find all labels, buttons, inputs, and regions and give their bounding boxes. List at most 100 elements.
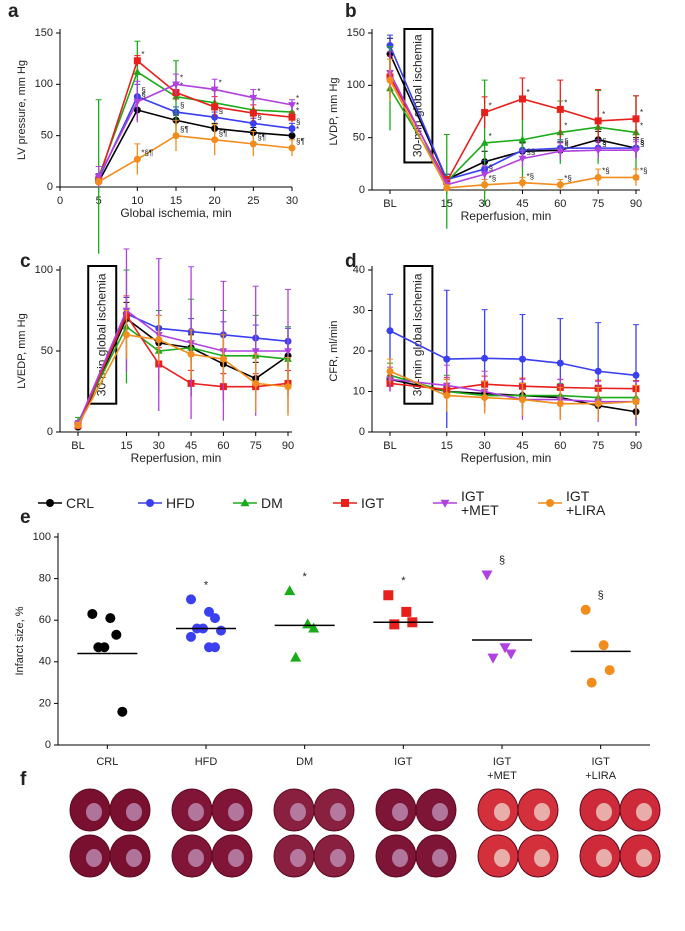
- marker: [172, 132, 180, 140]
- marker: [117, 706, 128, 717]
- heart-slice-infarct: [534, 803, 550, 821]
- marker: [219, 355, 227, 363]
- x-tick-label: 45: [516, 198, 528, 210]
- series-line: [98, 134, 293, 183]
- y-tick-label: 0: [359, 426, 365, 438]
- marker: [122, 331, 130, 339]
- x-tick-label: 45: [185, 440, 197, 452]
- ischemia-label: 30-min global ischemia: [411, 34, 425, 157]
- y-tick-label: 60: [39, 614, 51, 626]
- significance: *: [219, 79, 222, 88]
- marker: [186, 594, 196, 605]
- marker: [598, 640, 609, 651]
- marker: [580, 604, 591, 615]
- marker: [155, 336, 163, 344]
- significance: *: [489, 132, 492, 141]
- marker: [288, 107, 296, 115]
- heart-slice-infarct: [432, 803, 448, 821]
- y-axis-title: Infarct size, %: [14, 606, 26, 675]
- significance: *§: [640, 167, 648, 176]
- marker: [111, 629, 122, 640]
- marker: [204, 606, 214, 617]
- x-tick-label: HFD: [194, 756, 218, 768]
- significance: §: [489, 163, 493, 172]
- significance: §: [640, 139, 644, 148]
- marker: [594, 117, 602, 125]
- marker: [211, 136, 219, 144]
- y-tick-label: 100: [35, 264, 53, 276]
- x-tick-label: BL: [71, 440, 84, 452]
- marker: [518, 179, 526, 187]
- significance: §¶: [180, 125, 189, 134]
- significance: *: [204, 579, 209, 591]
- marker: [133, 155, 141, 163]
- marker: [249, 140, 257, 148]
- marker: [251, 348, 260, 356]
- x-tick-label: BL: [383, 198, 396, 210]
- marker: [556, 181, 564, 189]
- x-tick-label: 30: [153, 440, 165, 452]
- marker: [46, 499, 54, 507]
- heart-slice-infarct: [636, 803, 652, 821]
- marker: [556, 400, 564, 408]
- panel-label: b: [345, 1, 357, 22]
- x-tick-label: 60: [554, 198, 566, 210]
- x-tick-label: 90: [282, 440, 294, 452]
- y-tick-label: 30: [353, 304, 365, 316]
- marker: [288, 102, 296, 110]
- y-tick-label: 40: [39, 656, 51, 668]
- panel-label: e: [20, 507, 31, 528]
- marker: [440, 499, 450, 508]
- significance: *§: [489, 174, 497, 183]
- significance: §: [602, 137, 606, 146]
- significance: §: [564, 140, 568, 149]
- marker: [594, 400, 602, 408]
- marker: [480, 171, 489, 179]
- significance: *: [296, 125, 299, 134]
- heart-slice-infarct: [290, 849, 306, 867]
- marker: [216, 625, 226, 636]
- significance: *§: [564, 174, 572, 183]
- x-tick-label: 25: [247, 195, 259, 207]
- x-tick-label: 30: [478, 440, 490, 452]
- heart-slice-infarct: [494, 803, 510, 821]
- y-tick-label: 150: [347, 27, 365, 39]
- significance: *: [526, 88, 529, 97]
- marker: [210, 613, 220, 624]
- series-line: [97, 109, 293, 183]
- marker: [133, 98, 142, 106]
- heart-slice-infarct: [494, 849, 510, 867]
- marker: [632, 173, 640, 181]
- significance: §§: [526, 148, 535, 157]
- marker: [252, 379, 260, 387]
- x-axis-title: Reperfusion, min: [131, 451, 222, 465]
- marker: [443, 392, 451, 400]
- marker: [288, 124, 296, 132]
- x-tick-label: 75: [592, 198, 604, 210]
- marker: [604, 665, 615, 676]
- significance: *§: [526, 172, 534, 181]
- marker: [481, 181, 489, 189]
- marker: [480, 138, 489, 146]
- marker: [341, 499, 349, 507]
- significance: *§¶: [141, 148, 153, 157]
- x-axis-title: Reperfusion, min: [461, 209, 552, 223]
- marker: [386, 367, 394, 375]
- marker: [556, 148, 565, 156]
- marker: [172, 81, 180, 89]
- marker: [146, 499, 154, 507]
- marker: [499, 643, 511, 654]
- marker: [518, 135, 527, 143]
- marker: [211, 103, 219, 111]
- x-tick-label: IGT +MET: [487, 756, 517, 782]
- marker: [87, 608, 98, 619]
- marker: [594, 367, 602, 375]
- marker: [389, 619, 400, 630]
- heart-slice-infarct: [126, 849, 142, 867]
- panel-label: a: [8, 1, 19, 22]
- ischemia-box: [87, 265, 118, 405]
- y-tick-label: 50: [41, 345, 53, 357]
- heart-slice-infarct: [392, 849, 408, 867]
- marker: [105, 613, 116, 624]
